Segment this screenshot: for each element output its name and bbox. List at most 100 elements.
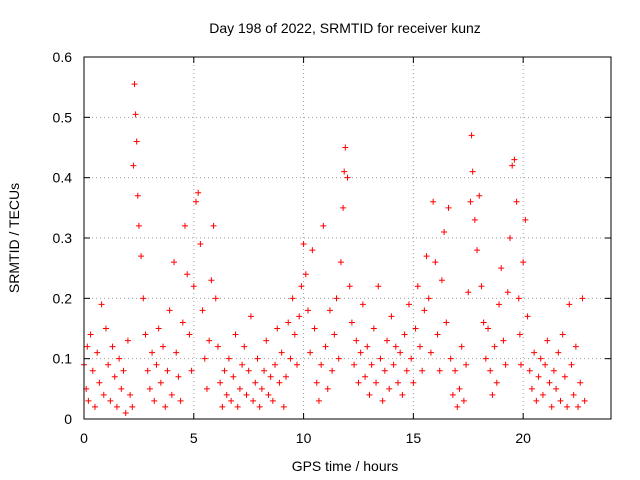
data-point [359,301,366,308]
data-point [570,391,577,398]
data-point [188,367,195,374]
data-point [326,307,333,314]
data-point [300,241,307,248]
data-point [468,132,475,139]
data-point [212,295,219,302]
data-point [535,373,542,380]
data-point [496,301,503,308]
data-point [127,391,134,398]
data-point [502,361,509,368]
data-point [151,397,158,404]
data-point [395,379,402,386]
data-point [485,325,492,332]
data-point [261,367,268,374]
data-point [546,379,553,386]
data-point [285,319,292,326]
data-point [467,198,474,205]
data-point [221,367,228,374]
data-point [311,325,318,332]
data-point [132,111,139,118]
data-point [331,331,338,338]
plot-frame [83,56,612,420]
data-point [346,283,353,290]
data-point [87,331,94,338]
data-point [414,283,421,290]
data-point [298,283,305,290]
data-point [162,403,169,410]
data-point [131,81,138,88]
data-point [236,385,243,392]
data-point [214,343,221,350]
y-tick-label: 0.3 [53,230,73,246]
data-point [368,361,375,368]
data-point [520,259,527,266]
data-point [449,391,456,398]
data-point [577,379,584,386]
data-point [146,385,153,392]
data-point [84,343,91,350]
data-point [107,397,114,404]
data-points [81,81,588,416]
data-point [388,313,395,320]
data-point [500,337,507,344]
data-point [381,367,388,374]
data-point [384,337,391,344]
data-point [140,295,147,302]
data-point [98,301,105,308]
data-point [245,367,252,374]
x-tick-label: 0 [80,430,88,446]
data-point [109,343,116,350]
data-point [313,379,320,386]
data-point [482,355,489,362]
data-point [124,337,131,344]
data-point [539,391,546,398]
data-point [289,295,296,302]
data-point [469,168,476,175]
data-point [155,325,162,332]
data-point [557,397,564,404]
data-point [438,277,445,284]
data-point [157,379,164,386]
data-point [263,337,270,344]
data-point [195,189,202,196]
data-point [537,355,544,362]
data-point [408,355,415,362]
data-point [375,283,382,290]
data-point [425,295,432,302]
data-point [579,295,586,302]
data-point [480,319,487,326]
y-tick-label: 0.2 [53,290,73,306]
data-point [434,331,441,338]
data-point [118,385,125,392]
data-point [258,385,265,392]
data-point [230,373,237,380]
data-point [340,204,347,211]
data-point [335,355,342,362]
data-point [206,337,213,344]
data-point [219,403,226,410]
data-point [186,331,193,338]
data-point [491,343,498,350]
data-point [192,198,199,205]
data-point [401,331,408,338]
data-point [423,253,430,260]
data-point [239,361,246,368]
data-point [337,259,344,266]
data-point [309,247,316,254]
data-point [377,355,384,362]
data-point [399,391,406,398]
data-point [232,331,239,338]
data-point [471,216,478,223]
data-point [199,307,206,314]
x-tick-label: 10 [296,430,312,446]
data-point [217,379,224,386]
data-point [267,373,274,380]
axis-ticks: 0 0.1 0.2 0.3 0.4 0.5 0.6 0 5 10 15 20 [53,49,611,446]
data-point [129,403,136,410]
data-point [168,391,175,398]
data-point [100,391,107,398]
data-point [113,403,120,410]
data-point [342,144,349,151]
data-point [142,331,149,338]
data-point [247,313,254,320]
